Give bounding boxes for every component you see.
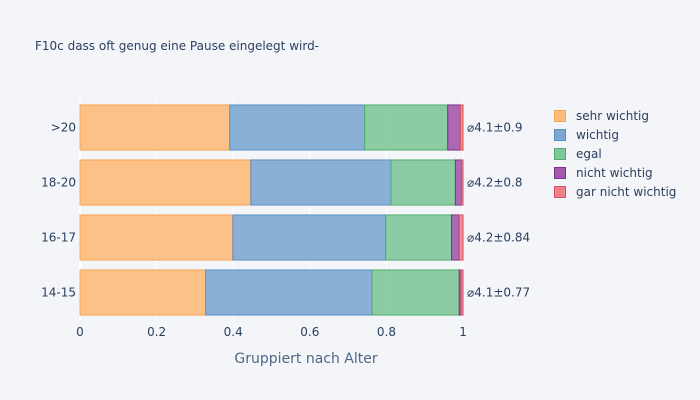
legend-swatch	[554, 147, 566, 160]
legend: sehr wichtig wichtig egal nicht wichtig gar …	[554, 106, 676, 202]
bar-segment	[250, 159, 392, 206]
legend-item[interactable]: egal	[554, 144, 676, 163]
legend-label: egal	[576, 146, 602, 161]
legend-swatch	[554, 167, 566, 180]
y-tick-label: 18-20	[41, 176, 76, 190]
y-tick-label: 14-15	[41, 286, 76, 300]
x-tick-label: 0.4	[224, 325, 243, 339]
legend-item[interactable]: gar nicht wichtig	[554, 183, 676, 202]
bar-annotations: ⌀4.1±0.9 ⌀4.2±0.8 ⌀4.2±0.84 ⌀4.1±0.77	[467, 121, 530, 300]
bar-segment	[460, 269, 464, 316]
bar-segment	[79, 104, 231, 151]
bar-segment	[229, 104, 366, 151]
bar-segment	[364, 104, 449, 151]
legend-item[interactable]: wichtig	[554, 125, 676, 144]
legend-label: wichtig	[576, 127, 620, 142]
legend-swatch	[554, 109, 566, 122]
bar-segment	[454, 159, 463, 206]
legend-item[interactable]: sehr wichtig	[554, 106, 676, 125]
x-tick-label: 1	[459, 325, 467, 339]
x-tick-label: 0.8	[377, 325, 396, 339]
bar-segment	[458, 214, 464, 261]
bar-annotation: ⌀4.2±0.8	[467, 176, 522, 190]
bar-segment	[205, 269, 373, 316]
legend-swatch	[554, 186, 566, 199]
bar-segment	[459, 104, 464, 151]
y-tick-label: 16-17	[41, 231, 76, 245]
bar-annotation: ⌀4.1±0.9	[467, 121, 522, 135]
x-tick-label: 0	[76, 325, 84, 339]
legend-label: gar nicht wichtig	[576, 185, 677, 200]
bar-segment	[451, 214, 460, 261]
bar-annotation: ⌀4.2±0.84	[467, 231, 530, 245]
bar-segment	[79, 159, 252, 206]
x-tick-label: 0.6	[300, 325, 319, 339]
bar-annotation: ⌀4.1±0.77	[467, 286, 530, 300]
bar-segment	[371, 269, 460, 316]
x-tick-labels: 0 0.2 0.4 0.6 0.8 1	[76, 325, 467, 339]
y-tick-label: >20	[51, 121, 76, 135]
bar-segment	[79, 269, 207, 316]
bars	[79, 104, 464, 316]
x-axis-title: Gruppiert nach Alter	[234, 351, 377, 367]
bar-segment	[461, 159, 464, 206]
y-tick-labels: >20 18-20 16-17 14-15	[41, 121, 76, 300]
chart-title: F10c dass oft genug eine Pause eingelegt…	[35, 39, 320, 53]
bar-segment	[447, 104, 461, 151]
bar-segment	[79, 214, 234, 261]
legend-label: sehr wichtig	[576, 108, 649, 123]
bar-segment	[385, 214, 453, 261]
legend-swatch	[554, 128, 566, 141]
bar-segment	[232, 214, 387, 261]
legend-label: nicht wichtig	[576, 166, 653, 181]
bar-segment	[390, 159, 456, 206]
legend-item[interactable]: nicht wichtig	[554, 164, 676, 183]
x-tick-label: 0.2	[147, 325, 166, 339]
